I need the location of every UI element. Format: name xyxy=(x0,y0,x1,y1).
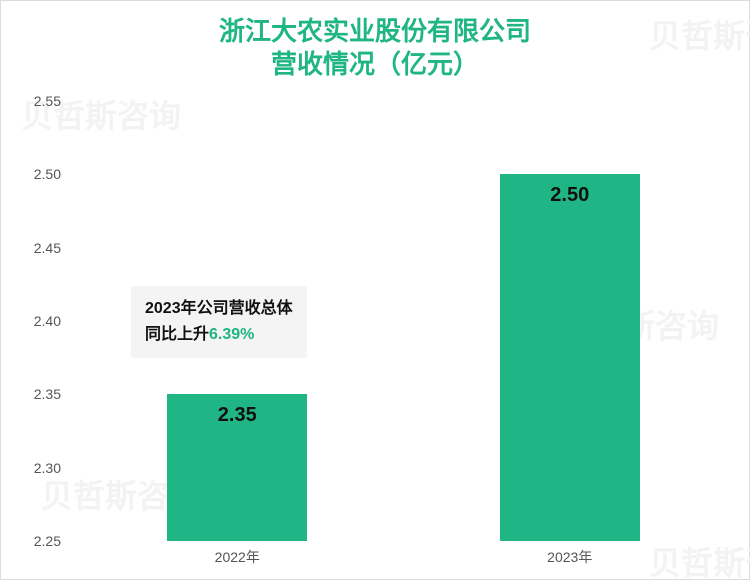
annotation-pct: 6.39% xyxy=(209,326,254,343)
bar: 2.35 xyxy=(167,394,307,541)
y-tick: 2.30 xyxy=(34,460,61,476)
bar-value-label: 2.50 xyxy=(500,184,640,207)
x-axis-label: 2023年 xyxy=(547,547,592,567)
title-line-1: 浙江大农实业股份有限公司 xyxy=(1,15,749,48)
x-axis-label: 2022年 xyxy=(215,547,260,567)
annotation-prefix: 同比上升 xyxy=(145,326,209,343)
annotation-box: 2023年公司营收总体同比上升6.39% xyxy=(131,286,307,357)
plot-area: 2.252.302.352.402.452.502.552.352022年2.5… xyxy=(71,101,736,541)
watermark-5: 贝哲斯咨询 xyxy=(649,538,750,584)
annotation-line-2: 同比上升6.39% xyxy=(145,322,293,348)
y-tick: 2.50 xyxy=(34,166,61,182)
y-tick: 2.45 xyxy=(34,240,61,256)
chart-container: 贝哲斯咨询 贝哲斯咨询 贝哲斯咨询 贝哲斯咨询 贝哲斯咨询 浙江大农实业股份有限… xyxy=(0,0,750,580)
y-tick: 2.25 xyxy=(34,533,61,549)
y-tick: 2.55 xyxy=(34,93,61,109)
chart-title: 浙江大农实业股份有限公司 营收情况（亿元） xyxy=(1,1,749,80)
annotation-line-1: 2023年公司营收总体 xyxy=(145,296,293,322)
bar-value-label: 2.35 xyxy=(167,404,307,427)
y-tick: 2.40 xyxy=(34,313,61,329)
title-line-2: 营收情况（亿元） xyxy=(1,48,749,81)
bar: 2.50 xyxy=(500,174,640,541)
y-tick: 2.35 xyxy=(34,386,61,402)
